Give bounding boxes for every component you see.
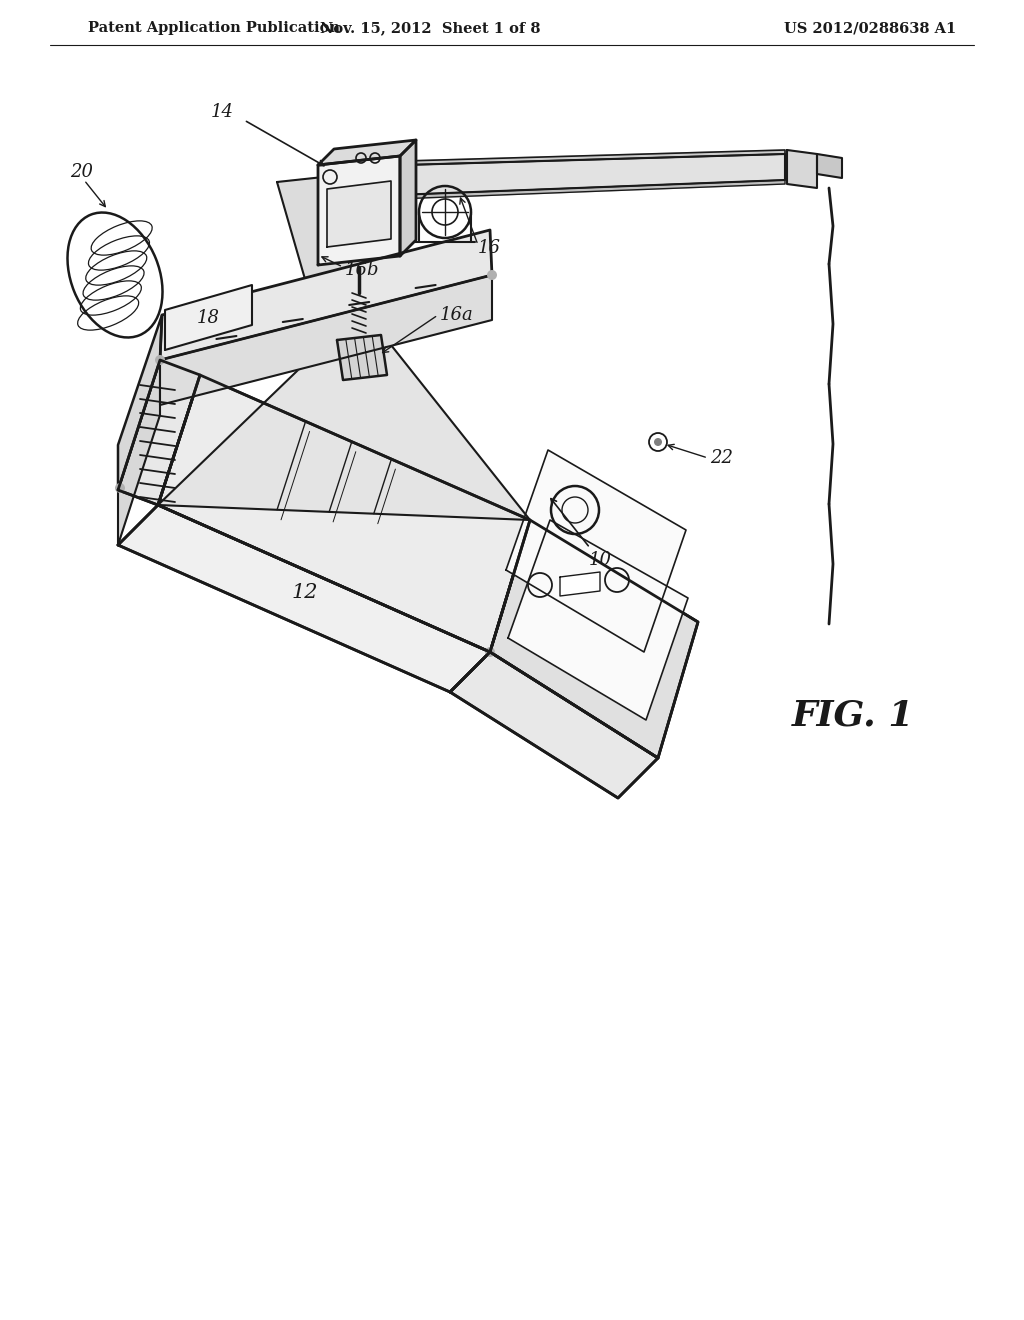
Text: 16b: 16b	[345, 261, 380, 279]
Polygon shape	[158, 341, 530, 520]
Text: Nov. 15, 2012  Sheet 1 of 8: Nov. 15, 2012 Sheet 1 of 8	[319, 21, 541, 36]
Polygon shape	[817, 154, 842, 178]
Circle shape	[155, 355, 165, 366]
Text: 10: 10	[589, 550, 611, 569]
Polygon shape	[490, 520, 698, 758]
Polygon shape	[337, 335, 387, 380]
Text: 18: 18	[197, 309, 219, 327]
Circle shape	[487, 271, 497, 280]
Polygon shape	[160, 275, 492, 405]
Polygon shape	[370, 154, 785, 195]
Polygon shape	[278, 172, 387, 345]
Polygon shape	[160, 230, 492, 360]
Polygon shape	[560, 572, 600, 597]
Polygon shape	[787, 150, 817, 187]
Circle shape	[115, 483, 125, 492]
Text: 16: 16	[478, 239, 501, 257]
Text: 14: 14	[211, 103, 233, 121]
Polygon shape	[490, 520, 698, 758]
Polygon shape	[318, 156, 400, 265]
Text: 20: 20	[71, 162, 93, 181]
Polygon shape	[158, 375, 530, 652]
Circle shape	[654, 438, 662, 446]
Polygon shape	[370, 180, 785, 201]
Polygon shape	[508, 520, 688, 719]
Polygon shape	[118, 315, 162, 490]
Polygon shape	[327, 181, 391, 247]
Polygon shape	[400, 140, 416, 256]
Text: US 2012/0288638 A1: US 2012/0288638 A1	[784, 21, 956, 36]
Text: 16a: 16a	[440, 306, 474, 323]
Text: 22: 22	[710, 449, 733, 467]
Polygon shape	[450, 652, 658, 799]
Circle shape	[485, 647, 495, 657]
Text: 12: 12	[292, 582, 318, 602]
Polygon shape	[118, 506, 490, 692]
Polygon shape	[165, 285, 252, 350]
Text: FIG. 1: FIG. 1	[792, 698, 914, 733]
Polygon shape	[370, 150, 785, 166]
Polygon shape	[506, 450, 686, 652]
Text: Patent Application Publication: Patent Application Publication	[88, 21, 340, 36]
Polygon shape	[118, 360, 160, 545]
Polygon shape	[318, 140, 416, 165]
Polygon shape	[118, 360, 200, 506]
